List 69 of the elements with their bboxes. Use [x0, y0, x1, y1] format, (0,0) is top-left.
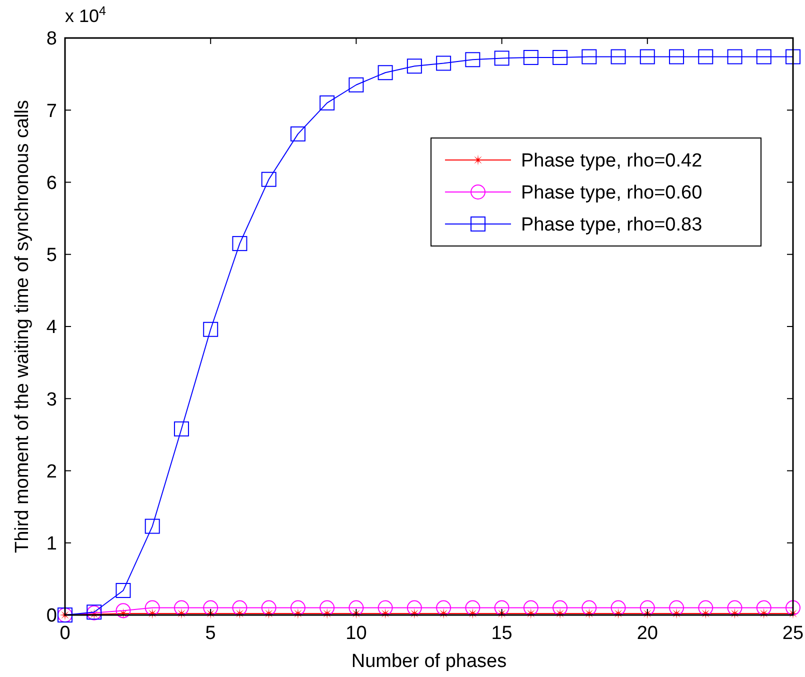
point: [523, 50, 538, 65]
y-tick-label: 2: [46, 461, 57, 482]
y-tick-label: 8: [46, 28, 57, 50]
y-tick-label: 0: [46, 606, 57, 627]
point: [436, 600, 452, 616]
legend-label: Phase type, rho=0.83: [521, 214, 702, 236]
point: [290, 600, 306, 616]
y-tick-label: 7: [46, 100, 57, 122]
point: [320, 600, 335, 616]
point: [116, 603, 131, 618]
point: [669, 600, 684, 616]
y-tick-label: 1: [46, 534, 57, 555]
point: [232, 600, 248, 616]
point: [727, 600, 742, 616]
point: [378, 65, 393, 80]
point: [232, 236, 248, 252]
point: [290, 126, 306, 142]
point: [610, 49, 626, 64]
point: [320, 95, 335, 110]
point: [203, 600, 218, 616]
point: [582, 600, 597, 616]
point: [261, 600, 276, 616]
point: [756, 600, 772, 616]
x-axis-title: Number of phases: [351, 651, 507, 672]
point: [727, 49, 742, 64]
point: [786, 600, 800, 616]
x-tick-label: 0: [60, 623, 70, 644]
point: [610, 600, 626, 616]
point: [144, 518, 160, 534]
y-tick-label: 5: [46, 245, 57, 266]
point: [465, 52, 480, 68]
point: [552, 50, 568, 65]
y-tick-label: 3: [46, 389, 57, 410]
point: [494, 50, 510, 66]
point: [552, 600, 568, 616]
point: [756, 49, 772, 64]
point: [144, 600, 160, 616]
point: [436, 56, 452, 71]
point: [698, 49, 714, 64]
point: [640, 49, 655, 64]
point: [174, 600, 189, 616]
x-tick-label: 10: [346, 623, 367, 644]
point: [582, 49, 597, 64]
point: [669, 49, 684, 64]
x-tick-label: 5: [205, 623, 216, 644]
legend-label: Phase type, rho=0.42: [521, 150, 702, 172]
point: [116, 582, 131, 598]
y-tick-label: 4: [46, 317, 58, 338]
point: [174, 421, 189, 436]
legend-label: Phase type, rho=0.60: [521, 182, 702, 204]
x-tick-label: 15: [491, 623, 512, 644]
point: [494, 600, 510, 616]
point: [348, 77, 364, 92]
x-tick-label: 25: [782, 623, 804, 644]
point: [406, 58, 422, 74]
y-tick-label: 6: [46, 172, 57, 194]
point: [203, 322, 218, 337]
point: [698, 600, 714, 616]
point: [465, 600, 480, 616]
point: [261, 172, 276, 187]
y-axis-title: Third moment of the waiting time of synchronous calls: [12, 100, 33, 554]
text: x 10$^{4}$: [65, 4, 106, 26]
x-tick-label: 20: [636, 623, 658, 644]
point: [348, 600, 364, 616]
point: [378, 600, 393, 616]
point: [406, 600, 422, 616]
point: [523, 600, 538, 616]
point: [640, 600, 655, 616]
point: [786, 49, 800, 64]
